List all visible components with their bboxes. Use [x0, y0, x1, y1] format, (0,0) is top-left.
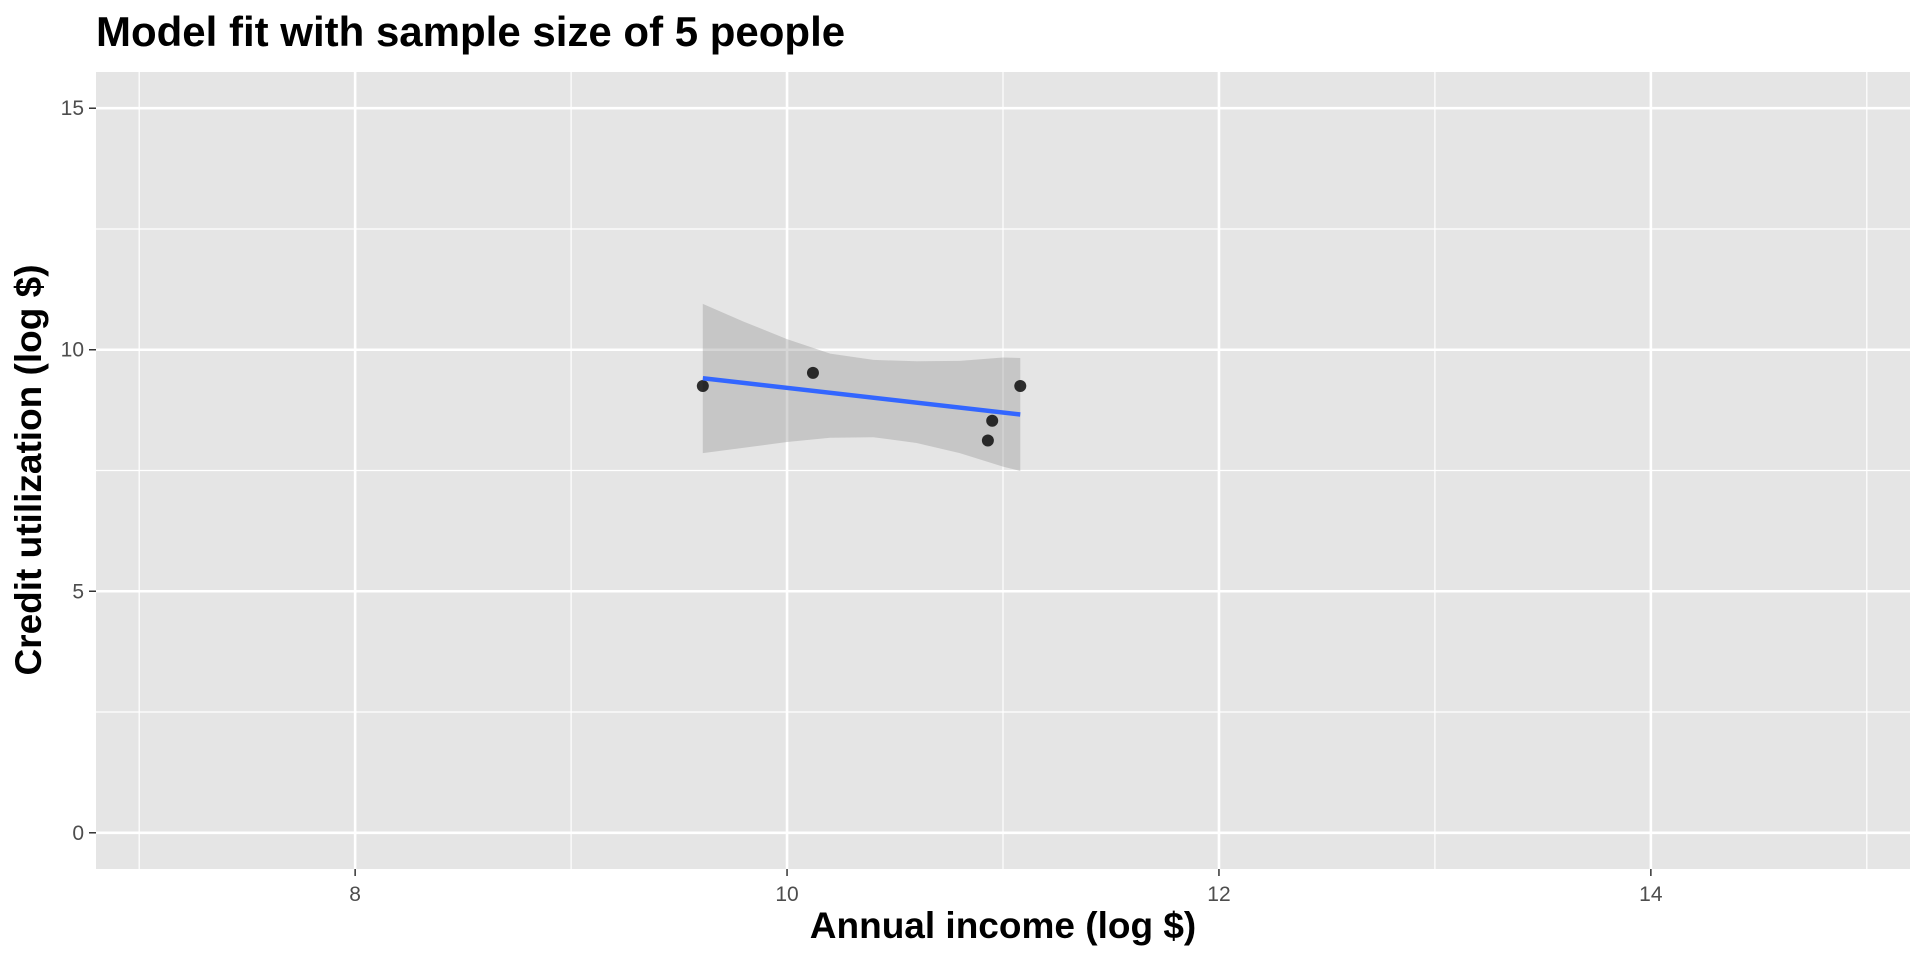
- y-tick-label: 5: [72, 580, 84, 603]
- fit-line: [702, 376, 1021, 417]
- data-point: [986, 414, 999, 427]
- grid-minor: [96, 72, 1910, 869]
- grid-major: [96, 72, 1910, 869]
- chart-title: Model fit with sample size of 5 people: [96, 8, 845, 55]
- y-tick-label: 0: [72, 822, 84, 845]
- y-tick-label: 15: [61, 97, 84, 120]
- x-tick-label: 10: [775, 883, 798, 906]
- confidence-band: [702, 303, 1021, 471]
- y-axis-title: Credit utilization (log $): [8, 264, 49, 675]
- y-tick-label: 10: [61, 339, 84, 362]
- x-tick-label: 8: [349, 883, 361, 906]
- data-point: [981, 434, 994, 447]
- data-points: [696, 366, 1027, 447]
- x-tick-label: 14: [1639, 883, 1663, 906]
- x-tick-label: 12: [1207, 883, 1230, 906]
- x-axis-title: Annual income (log $): [810, 905, 1196, 946]
- x-axis-ticks: 8 10 12 14: [349, 869, 1663, 906]
- data-point: [1014, 379, 1027, 392]
- data-point: [696, 379, 709, 392]
- y-axis-ticks: 0 5 10 15: [61, 97, 96, 845]
- data-point: [806, 366, 819, 379]
